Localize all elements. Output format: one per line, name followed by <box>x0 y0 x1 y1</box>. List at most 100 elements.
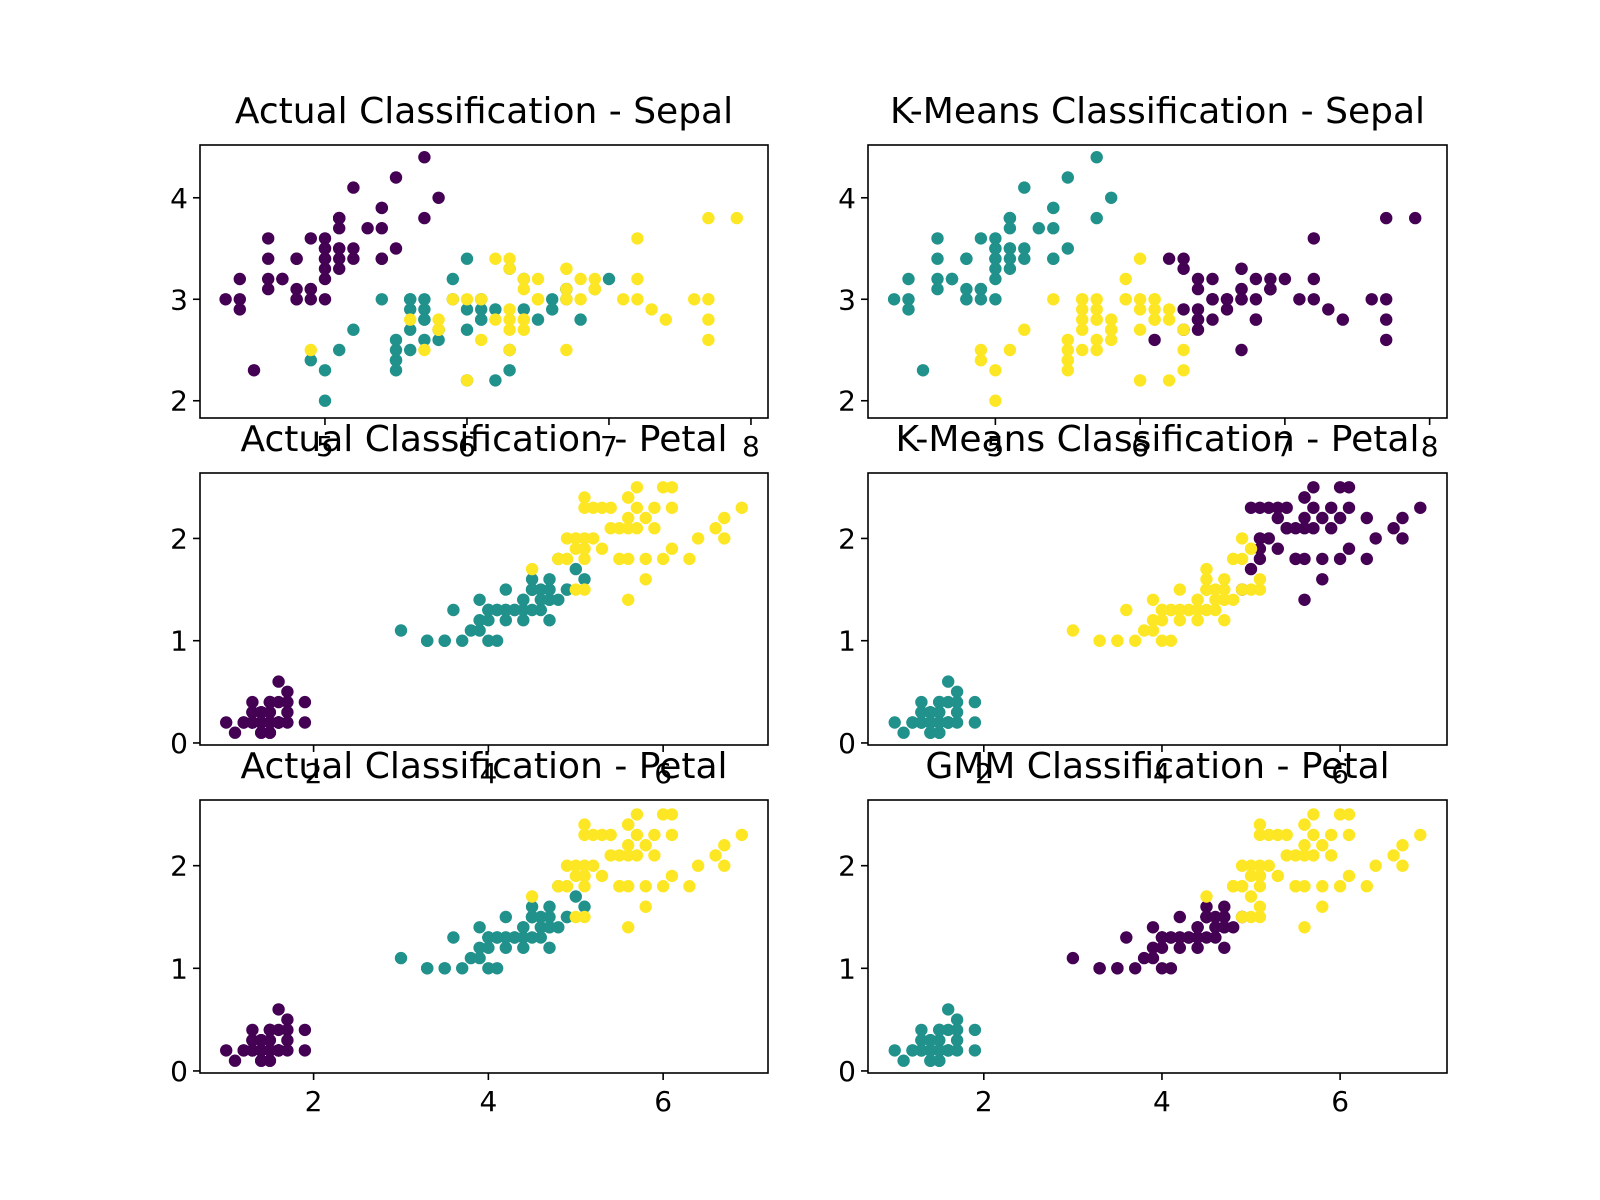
scatter-point <box>648 849 661 862</box>
scatter-point <box>525 900 539 913</box>
scatter-point <box>1387 849 1400 862</box>
scatter-point <box>1191 282 1205 296</box>
scatter-point <box>499 931 512 944</box>
scatter-point <box>942 695 955 709</box>
scatter-point <box>1209 603 1222 617</box>
scatter-point <box>1155 614 1169 627</box>
scatter-point <box>942 1023 955 1037</box>
scatter-point <box>1133 303 1147 316</box>
scatter-point <box>1133 323 1147 336</box>
scatter-point <box>543 910 556 924</box>
scatter-point <box>1280 522 1293 535</box>
scatter-point <box>1105 313 1118 326</box>
scatter-point <box>389 171 403 184</box>
scatter-point <box>595 869 609 883</box>
scatter-point <box>1293 293 1306 306</box>
scatter-point <box>1253 818 1267 831</box>
scatter-point <box>1289 522 1302 535</box>
scatter-point <box>622 921 635 934</box>
scatter-point <box>418 303 431 316</box>
scatter-point <box>525 931 539 944</box>
scatter-point <box>1076 293 1089 306</box>
scatter-point <box>499 603 512 617</box>
scatter-point <box>639 573 652 586</box>
scatter-point <box>1333 481 1347 494</box>
scatter-point <box>263 1034 277 1047</box>
scatter-point <box>931 232 944 245</box>
scatter-point <box>220 1044 233 1057</box>
scatter-point <box>1177 262 1190 275</box>
scatter-point <box>622 491 635 504</box>
scatter-point <box>1360 880 1374 893</box>
scatter-point <box>418 343 431 357</box>
scatter-point <box>1298 552 1311 566</box>
scatter-point <box>298 1023 312 1037</box>
scatter-point <box>482 962 495 975</box>
y-tick-label: 1 <box>170 952 188 985</box>
scatter-point <box>1200 562 1213 576</box>
scatter-point <box>333 343 346 357</box>
scatter-point <box>1264 272 1277 286</box>
scatter-point <box>246 1044 259 1057</box>
y-tick-label: 2 <box>170 850 188 883</box>
scatter-point <box>263 1023 277 1037</box>
scatter-point <box>989 364 1002 377</box>
scatter-point <box>1244 859 1258 872</box>
y-tick-label: 0 <box>838 727 856 760</box>
scatter-point <box>648 501 661 514</box>
axes-frame <box>867 144 1448 419</box>
y-tick-label: 0 <box>170 1055 188 1088</box>
scatter-point <box>503 343 516 357</box>
scatter-point <box>1177 252 1190 265</box>
scatter-point <box>560 293 573 306</box>
scatter-point <box>622 849 635 862</box>
scatter-point <box>931 272 944 286</box>
scatter-point <box>974 343 988 357</box>
scatter-point <box>1093 962 1106 975</box>
scatter-point <box>262 252 275 265</box>
scatter-point <box>639 900 652 913</box>
scatter-point <box>333 242 346 255</box>
scatter-point <box>1298 849 1311 862</box>
scatter-point <box>639 839 652 852</box>
scatter-point <box>1066 624 1080 637</box>
scatter-point <box>534 583 547 596</box>
scatter-point <box>304 354 317 367</box>
scatter-point <box>247 364 261 377</box>
scatter-point <box>1298 593 1311 606</box>
scatter-point <box>1173 603 1187 617</box>
scatter-point <box>560 880 574 893</box>
scatter-point <box>1119 272 1132 286</box>
scatter-point <box>246 1023 259 1037</box>
scatter-point <box>233 272 246 286</box>
scatter-point <box>482 941 495 954</box>
scatter-point <box>1307 522 1320 535</box>
scatter-point <box>503 303 516 316</box>
scatter-point <box>1173 583 1187 596</box>
scatter-point <box>272 695 285 709</box>
scatter-point <box>1218 941 1231 954</box>
scatter-point <box>464 951 478 965</box>
y-tick-label: 3 <box>170 283 188 316</box>
scatter-point <box>1325 828 1338 842</box>
scatter-point <box>617 293 630 306</box>
scatter-point <box>263 706 277 719</box>
scatter-point <box>517 303 530 316</box>
scatter-point <box>560 262 573 275</box>
x-tick-label: 7 <box>1276 430 1294 463</box>
scatter-point <box>1271 828 1285 842</box>
scatter-point <box>1018 323 1031 336</box>
scatter-point <box>1119 293 1132 306</box>
scatter-point <box>1218 910 1231 924</box>
scatter-point <box>902 303 915 316</box>
scatter-point <box>1244 890 1258 903</box>
scatter-point <box>418 333 431 347</box>
scatter-point <box>1076 303 1089 316</box>
scatter-point <box>1307 481 1320 494</box>
scatter-point <box>1342 542 1356 555</box>
points-actual-sepal <box>219 151 743 407</box>
scatter-point <box>347 242 360 255</box>
scatter-point <box>1307 272 1321 286</box>
scatter-point <box>552 552 565 566</box>
scatter-point <box>1253 828 1267 842</box>
